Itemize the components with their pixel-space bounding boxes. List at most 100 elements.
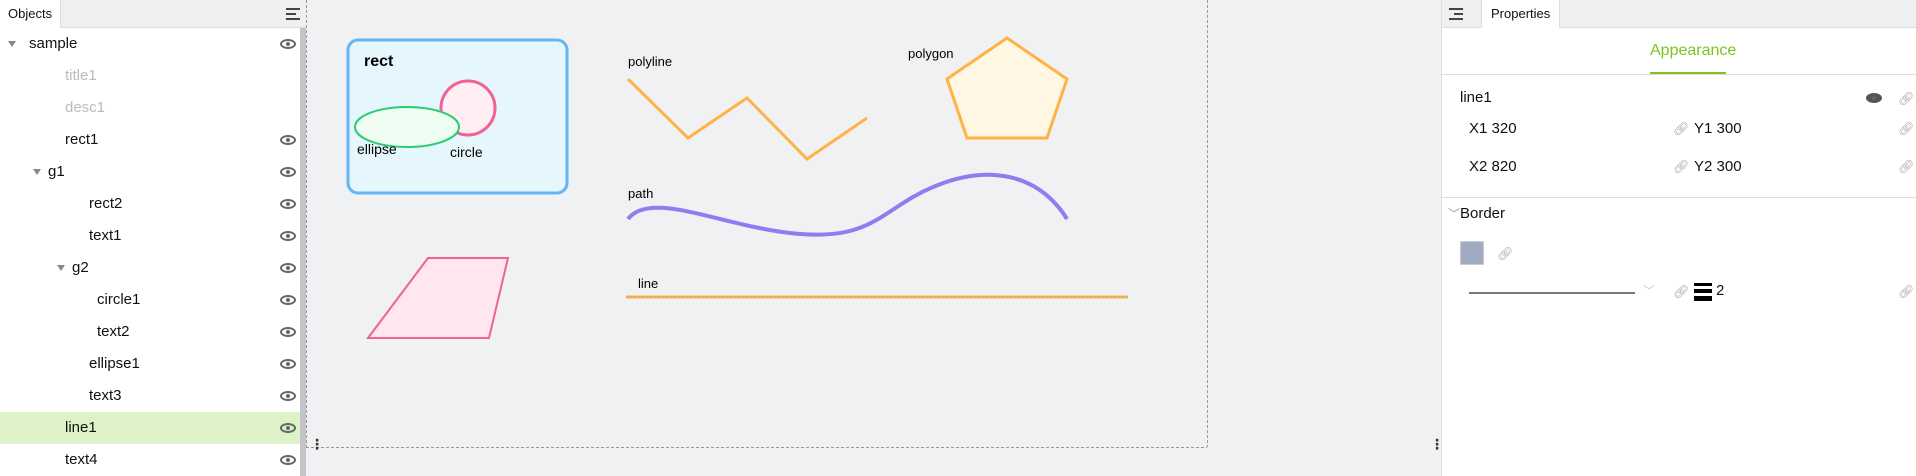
tree-item-sample[interactable]: sample xyxy=(0,28,300,60)
polygon-label: polygon xyxy=(908,46,954,61)
visibility-eye-icon[interactable] xyxy=(280,39,296,49)
link-icon[interactable]: 🔗︎ xyxy=(1497,246,1514,261)
field-y2[interactable]: Y2 300 xyxy=(1694,158,1742,175)
visibility-eye-icon[interactable] xyxy=(280,423,296,433)
tree-item-rect1[interactable]: rect1 xyxy=(0,124,300,156)
expand-arrow-icon[interactable] xyxy=(33,169,41,175)
visibility-eye-icon[interactable] xyxy=(280,455,296,465)
objects-scrollbar[interactable] xyxy=(300,28,306,476)
tree-item-text1[interactable]: text1 xyxy=(0,220,300,252)
tab-properties[interactable]: Properties xyxy=(1481,0,1561,28)
x1-value[interactable]: 320 xyxy=(1491,120,1517,137)
polygon-shape[interactable] xyxy=(945,36,1069,140)
left-panel-resize-handle[interactable]: ⋮ xyxy=(310,436,324,452)
tree-item-ellipse1[interactable]: ellipse1 xyxy=(0,348,300,380)
ellipse-shape[interactable] xyxy=(354,106,460,148)
visibility-eye-icon[interactable] xyxy=(280,135,296,145)
tree-item-circle1[interactable]: circle1 xyxy=(0,284,300,316)
tree-item-label: rect1 xyxy=(65,131,99,148)
divider xyxy=(1442,74,1916,75)
border-section-title[interactable]: Border xyxy=(1460,205,1506,222)
visibility-eye-icon[interactable] xyxy=(280,327,296,337)
objects-panel: sample title1 desc1 rect1 g1 rect2 text1 g2 circ… xyxy=(0,0,300,476)
tree-item-label: text2 xyxy=(97,323,130,340)
link-icon[interactable]: 🔗︎ xyxy=(1898,159,1915,174)
border-style-select[interactable] xyxy=(1469,292,1635,294)
tree-item-label: line1 xyxy=(65,419,97,436)
path-label: path xyxy=(628,186,653,201)
tree-item-line1[interactable]: line1 xyxy=(0,412,300,444)
object-name: line1 xyxy=(1460,89,1492,106)
visibility-eye-icon[interactable] xyxy=(280,263,296,273)
visibility-eye-icon[interactable] xyxy=(280,295,296,305)
tree-item-text4[interactable]: text4 xyxy=(0,444,300,476)
tree-item-label: rect2 xyxy=(89,195,123,212)
link-icon[interactable]: 🔗︎ xyxy=(1898,284,1915,299)
y1-value[interactable]: 300 xyxy=(1716,120,1742,137)
rect-label: rect xyxy=(364,53,394,70)
link-icon[interactable]: 🔗︎ xyxy=(1673,121,1690,136)
tree-item-text3[interactable]: text3 xyxy=(0,380,300,412)
right-panel-resize-handle[interactable]: ⋮ xyxy=(1430,436,1444,452)
x1-label: X1 xyxy=(1469,120,1488,137)
tree-item-label: ellipse1 xyxy=(89,355,140,372)
link-icon[interactable]: 🔗︎ xyxy=(1673,284,1690,299)
chevron-down-icon[interactable]: ﹀ xyxy=(1643,284,1656,298)
path-shape[interactable] xyxy=(626,172,1069,237)
tree-item-label: text4 xyxy=(65,451,98,468)
tree-item-label: circle1 xyxy=(97,291,141,308)
link-icon[interactable]: 🔗︎ xyxy=(1898,91,1915,106)
visibility-eye-icon[interactable] xyxy=(280,231,296,241)
tree-item-label: title1 xyxy=(65,67,97,84)
parallelogram-shape[interactable] xyxy=(366,257,510,339)
panel-menu-icon[interactable] xyxy=(286,8,302,20)
expand-arrow-icon[interactable] xyxy=(8,41,16,47)
tree-item-g2[interactable]: g2 xyxy=(0,252,300,284)
tab-appearance[interactable]: Appearance xyxy=(1650,42,1737,59)
visibility-eye-icon[interactable] xyxy=(1866,93,1882,103)
canvas[interactable]: rect ellipse circle polyline polygon pat… xyxy=(306,0,1440,476)
visibility-eye-icon[interactable] xyxy=(280,199,296,209)
chevron-down-icon[interactable]: ﹀ xyxy=(1448,207,1461,221)
tree-item-text2[interactable]: text2 xyxy=(0,316,300,348)
active-tab-underline xyxy=(1650,72,1726,74)
divider xyxy=(1442,197,1916,198)
circle-label: circle xyxy=(450,144,483,160)
visibility-eye-icon[interactable] xyxy=(280,167,296,177)
polyline-shape[interactable] xyxy=(626,77,868,161)
expand-arrow-icon[interactable] xyxy=(57,265,65,271)
y2-label: Y2 xyxy=(1694,158,1713,175)
y1-label: Y1 xyxy=(1694,120,1713,137)
polyline-label: polyline xyxy=(628,54,672,69)
properties-tabbar: Properties xyxy=(1442,0,1916,28)
field-x1[interactable]: X1 320 xyxy=(1469,120,1517,137)
tree-item-title1[interactable]: title1 xyxy=(0,60,300,92)
tree-item-label: text3 xyxy=(89,387,122,404)
visibility-eye-icon[interactable] xyxy=(280,359,296,369)
tree-item-label: text1 xyxy=(89,227,122,244)
tree-item-g1[interactable]: g1 xyxy=(0,156,300,188)
border-width-value[interactable]: 2 xyxy=(1716,282,1725,299)
objects-tabbar: Objects xyxy=(0,0,306,28)
properties-panel: Properties Appearance line1 🔗︎ X1 320 🔗︎… xyxy=(1441,0,1916,476)
x2-label: X2 xyxy=(1469,158,1488,175)
link-icon[interactable]: 🔗︎ xyxy=(1673,159,1690,174)
tree-item-rect2[interactable]: rect2 xyxy=(0,188,300,220)
tree-item-label: sample xyxy=(29,35,78,52)
tree-item-desc1[interactable]: desc1 xyxy=(0,92,300,124)
stroke-width-icon xyxy=(1694,283,1712,301)
collapse-panel-icon[interactable] xyxy=(1449,8,1465,20)
x2-value[interactable]: 820 xyxy=(1491,158,1517,175)
tree-item-label: desc1 xyxy=(65,99,106,116)
tree-item-label: g1 xyxy=(48,163,65,180)
border-color-swatch[interactable] xyxy=(1460,241,1484,265)
tree-item-label: g2 xyxy=(72,259,89,276)
y2-value[interactable]: 300 xyxy=(1716,158,1742,175)
field-x2[interactable]: X2 820 xyxy=(1469,158,1517,175)
line-label: line xyxy=(638,276,658,291)
field-y1[interactable]: Y1 300 xyxy=(1694,120,1742,137)
tab-objects[interactable]: Objects xyxy=(0,0,62,28)
visibility-eye-icon[interactable] xyxy=(280,391,296,401)
ellipse-label: ellipse xyxy=(357,141,397,157)
link-icon[interactable]: 🔗︎ xyxy=(1898,121,1915,136)
